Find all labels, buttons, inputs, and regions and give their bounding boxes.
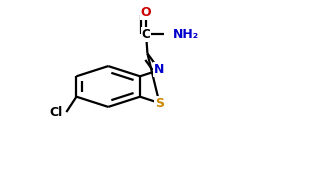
Text: C: C <box>142 28 151 41</box>
Text: Cl: Cl <box>49 106 62 119</box>
Text: S: S <box>155 97 164 110</box>
Text: O: O <box>141 6 151 19</box>
Text: NH₂: NH₂ <box>173 28 199 41</box>
Text: N: N <box>154 63 165 76</box>
